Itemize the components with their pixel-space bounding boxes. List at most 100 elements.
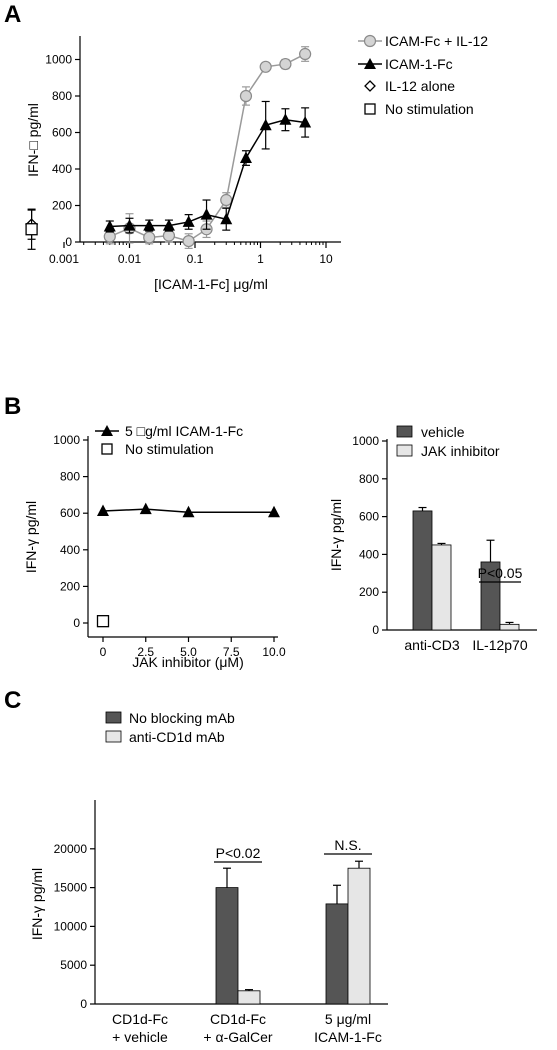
y-tick-label: 20000	[54, 842, 88, 856]
x-tick-label: 0.001	[49, 252, 79, 266]
bar	[325, 903, 349, 1005]
legend-br-swatch-jak	[396, 444, 413, 457]
y-tick-label: 1000	[45, 53, 72, 67]
y-tick-label: 600	[52, 126, 72, 140]
data-point	[123, 219, 136, 231]
data-point	[162, 219, 175, 231]
y-tick-label: 1000	[352, 434, 379, 448]
y-tick-label: 5000	[60, 958, 87, 972]
x-category-label-line1: CD1d-Fc	[112, 1011, 168, 1027]
panel-c-y-label: IFN-γ pg/ml	[29, 868, 45, 940]
legend-br-label-vehicle: vehicle	[421, 424, 465, 440]
significance-label: N.S.	[334, 837, 361, 853]
x-category-label-line2: + α-GalCer	[203, 1029, 273, 1045]
y-tick-label: 0	[372, 623, 379, 637]
y-tick-label: 800	[52, 89, 72, 103]
y-tick-label: 400	[52, 162, 72, 176]
panel-b-right-bars	[412, 506, 520, 631]
panel-c-bars	[215, 860, 371, 1005]
data-point	[268, 505, 280, 518]
x-tick-label: 7.5	[223, 645, 240, 659]
panel-b-left-legend: 5 □g/ml ICAM-1-Fc No stimulation	[95, 423, 243, 457]
panel-a-legend: ICAM-Fc + IL-12 ICAM-1-Fc IL-12 alone No…	[358, 33, 488, 117]
x-tick-label: 0.01	[118, 252, 142, 266]
panel-a-x-ticks: 0.001 0.01 0.1 1 10	[49, 242, 333, 266]
series-triangle	[103, 100, 312, 234]
panel-b-left-y-label: IFN-γ pg/ml	[23, 501, 39, 573]
panel-b-right-chart: 0 200 400 600 800 1000 anti-CD3 IL-12p70 P<0.0…	[328, 424, 537, 653]
x-category-label-line1: CD1d-Fc	[210, 1011, 266, 1027]
y-tick-label: 1000	[53, 433, 80, 447]
legend-br-label-jak: JAK inhibitor	[421, 443, 500, 459]
panel-b-right-y-ticks: 0 200 400 600 800 1000	[352, 434, 387, 637]
legend-bl-label-nostim: No stimulation	[125, 441, 214, 457]
legend-a-label-icam: ICAM-1-Fc	[385, 56, 453, 72]
panel-letter-b: B	[4, 393, 21, 420]
data-point	[143, 219, 156, 231]
panel-b-left-x-ticks: 0 2.5 5.0 7.5 10.0	[100, 637, 286, 659]
x-category-label: anti-CD3	[404, 637, 459, 653]
legend-a-marker-square	[364, 103, 376, 115]
data-point	[25, 223, 38, 236]
series-square	[25, 208, 38, 250]
data-point	[182, 505, 195, 518]
y-tick-label: 600	[359, 510, 379, 524]
x-category-label-line2: + vehicle	[112, 1029, 168, 1045]
data-point	[259, 118, 272, 131]
legend-bl-marker-square	[101, 443, 113, 455]
panel-b-right-annotations: P<0.05	[478, 565, 523, 583]
y-tick-label: 15000	[54, 881, 88, 895]
legend-bl-label-icam: 5 □g/ml ICAM-1-Fc	[125, 423, 243, 439]
x-tick-label: 10	[319, 252, 333, 266]
panel-b-right-y-label: IFN-γ pg/ml	[328, 499, 344, 571]
series-circle	[103, 46, 312, 249]
data-point	[103, 230, 116, 243]
x-category-label-line1: 5 μg/ml	[325, 1011, 371, 1027]
data-point	[299, 47, 312, 61]
panel-b-right-x-labels: anti-CD3 IL-12p70	[404, 637, 527, 653]
y-tick-label: 0	[65, 235, 72, 249]
y-tick-label: 800	[359, 472, 379, 486]
y-tick-label: 600	[60, 506, 80, 520]
legend-c-swatch-anticd1d	[105, 730, 122, 743]
panel-b-left-chart: 0 200 400 600 800 1000 0 2.5 5.0 7.5 10.0 IFN-γ p…	[23, 423, 286, 670]
panel-letter-c: C	[4, 687, 21, 714]
data-point	[143, 231, 156, 244]
legend-c-swatch-noblock	[105, 711, 122, 724]
legend-a-marker-triangle	[364, 58, 376, 69]
data-point	[259, 60, 272, 73]
data-point	[239, 89, 253, 103]
bar	[412, 510, 433, 631]
y-tick-label: 0	[73, 616, 80, 630]
y-tick-label: 10000	[54, 919, 88, 933]
data-point	[97, 504, 109, 517]
panel-a-chart: 0 200 400 600 800 1000 0.001 0.01 0.1 1 10 IFN-□ …	[25, 33, 488, 292]
bar	[347, 867, 371, 1005]
x-tick-label: 10.0	[262, 645, 286, 659]
data-point	[220, 193, 233, 207]
significance-label: P<0.05	[478, 565, 523, 581]
data-point	[239, 151, 252, 164]
panel-a-series	[25, 46, 312, 250]
significance-label: P<0.02	[216, 845, 261, 861]
bar	[237, 990, 261, 1005]
data-point	[220, 212, 233, 225]
legend-bl-marker-triangle	[101, 425, 113, 436]
legend-br-swatch-vehicle	[396, 425, 413, 438]
y-tick-label: 800	[60, 470, 80, 484]
data-point	[103, 219, 116, 232]
series-square	[96, 615, 110, 628]
legend-c-label-noblock: No blocking mAb	[129, 710, 235, 726]
panel-c-annotations: P<0.02 N.S.	[214, 837, 372, 863]
bar	[215, 887, 239, 1005]
y-tick-label: 200	[359, 585, 379, 599]
y-tick-label: 200	[52, 199, 72, 213]
x-category-label: IL-12p70	[472, 637, 527, 653]
panel-b-left-y-ticks: 0 200 400 600 800 1000	[53, 433, 88, 630]
data-point	[182, 215, 195, 227]
x-tick-label: 1	[257, 252, 264, 266]
legend-a-label-icam-il12: ICAM-Fc + IL-12	[385, 33, 488, 49]
data-point	[162, 229, 176, 242]
x-tick-label: 0.1	[187, 252, 204, 266]
